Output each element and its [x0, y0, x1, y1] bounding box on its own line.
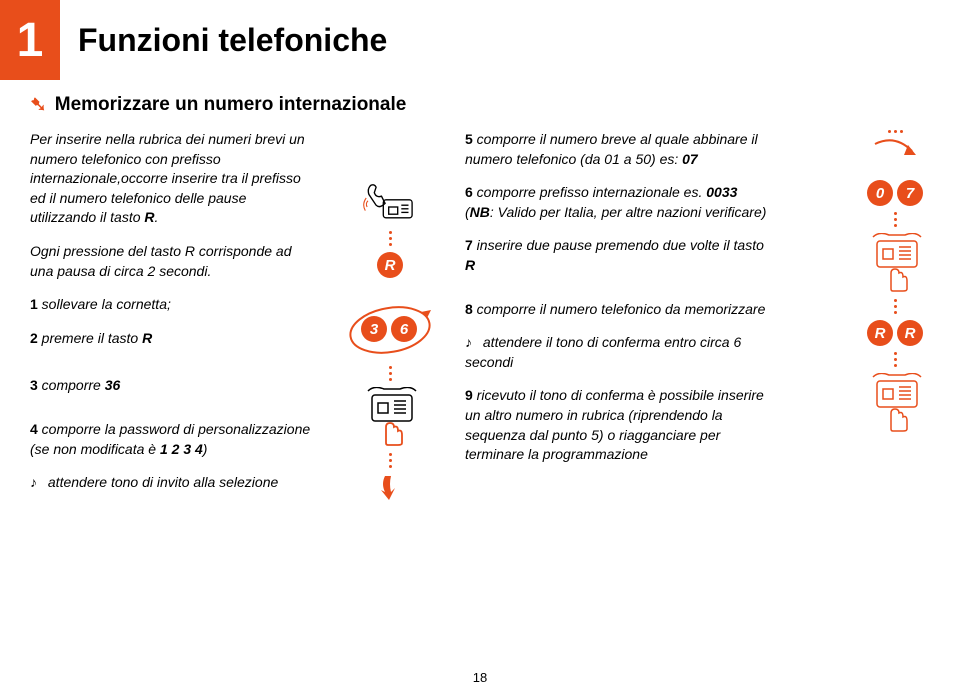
step4-text2: (se non modificata è	[30, 441, 160, 457]
step5-bold: 07	[682, 151, 698, 167]
step8-note-text: attendere il tono di conferma entro circ…	[465, 334, 741, 370]
step4-text3: )	[203, 441, 208, 457]
step3-bold: 36	[105, 377, 121, 393]
dots-icon	[894, 299, 897, 314]
intro1-bold: R	[144, 209, 154, 225]
dots-icon	[389, 453, 392, 468]
step6-num: 6	[465, 184, 473, 200]
key-r-badge: R	[867, 320, 893, 346]
step-6: 6 comporre prefisso internazionale es. 0…	[465, 183, 775, 222]
intro1-end: .	[155, 209, 159, 225]
mid-stack: R 3 6	[335, 180, 445, 507]
step-7: 7 inserire due pause premendo due volte …	[465, 236, 775, 275]
dots-icon	[389, 366, 392, 381]
phone-press-icon	[865, 373, 925, 433]
step-4-note: ♪ attendere tono di invito alla selezion…	[30, 473, 315, 493]
phone-lift-icon	[363, 180, 418, 225]
key-7-badge: 7	[897, 180, 923, 206]
note-icon: ♪	[465, 333, 479, 353]
step4-text: comporre la password di personalizzazion…	[38, 421, 310, 437]
left-column: Per inserire nella rubrica dei numeri br…	[30, 130, 315, 661]
step9-text: ricevuto il tono di conferma è possibile…	[465, 387, 764, 462]
step6-nb: NB	[470, 204, 490, 220]
dots-icon	[888, 130, 903, 133]
key-r-badge: R	[377, 252, 403, 278]
page-title: Funzioni telefoniche	[78, 22, 387, 59]
subtitle: Memorizzare un numero internazionale	[55, 94, 407, 116]
swirl-with-keys: 3 6	[345, 300, 435, 360]
arrow-down-icon	[379, 474, 401, 507]
step5-text: comporre il numero breve al quale abbina…	[465, 131, 758, 167]
arrow-icon: ➷	[30, 92, 47, 117]
dots-icon	[894, 352, 897, 367]
step8-num: 8	[465, 301, 473, 317]
step-2: 2 premere il tasto R	[30, 329, 315, 349]
step4-bold: 1 2 3 4	[160, 441, 203, 457]
intro-paragraph-1: Per inserire nella rubrica dei numeri br…	[30, 130, 315, 228]
page-footer: 18	[473, 670, 487, 685]
step1-num: 1	[30, 296, 38, 312]
key-0-badge: 0	[867, 180, 893, 206]
step2-bold: R	[142, 330, 152, 346]
step5-num: 5	[465, 131, 473, 147]
step6-bold: 0033	[706, 184, 737, 200]
subtitle-row: ➷ Memorizzare un numero internazionale	[30, 92, 406, 117]
step2-num: 2	[30, 330, 38, 346]
step-4: 4 comporre la password di personalizzazi…	[30, 420, 315, 459]
step7-text: inserire due pause premendo due volte il…	[473, 237, 764, 253]
step-8: 8 comporre il numero telefonico da memor…	[465, 300, 775, 320]
step-3: 3 comporre 36	[30, 376, 315, 396]
middle-icons-column: R 3 6	[335, 130, 445, 661]
key-6-badge: 6	[391, 316, 417, 342]
step4-num: 4	[30, 421, 38, 437]
dots-icon	[894, 212, 897, 227]
key-r-badge: R	[897, 320, 923, 346]
step1-text: sollevare la cornetta;	[38, 296, 171, 312]
right-icons-column: 0 7 R R	[795, 130, 925, 661]
content-area: Per inserire nella rubrica dei numeri br…	[30, 130, 930, 661]
dots-icon	[389, 231, 392, 246]
intro1-text: Per inserire nella rubrica dei numeri br…	[30, 131, 305, 225]
key-3-badge: 3	[361, 316, 387, 342]
right-column: 5 comporre il numero breve al quale abbi…	[465, 130, 775, 661]
step-8-note: ♪ attendere il tono di conferma entro ci…	[465, 333, 775, 372]
step6-rest: : Valido per Italia, per altre nazioni v…	[490, 204, 767, 220]
note-icon: ♪	[30, 473, 44, 493]
step6-text: comporre prefisso internazionale es.	[473, 184, 706, 200]
step3-num: 3	[30, 377, 38, 393]
phone-press-icon	[865, 233, 925, 293]
curved-arrow-icon	[870, 139, 920, 174]
step4-note-text: attendere tono di invito alla selezione	[48, 474, 278, 490]
step7-num: 7	[465, 237, 473, 253]
chapter-badge: 1	[0, 0, 60, 80]
step7-bold: R	[465, 257, 475, 273]
step9-num: 9	[465, 387, 473, 403]
step3-text: comporre	[38, 377, 105, 393]
step-5: 5 comporre il numero breve al quale abbi…	[465, 130, 775, 169]
phone-press-icon	[360, 387, 420, 447]
step-1: 1 sollevare la cornetta;	[30, 295, 315, 315]
icons-stack: 0 7 R R	[865, 130, 925, 433]
keys-07: 0 7	[867, 180, 923, 206]
keys-rr: R R	[867, 320, 923, 346]
step8-text: comporre il numero telefonico da memoriz…	[473, 301, 766, 317]
step-9: 9 ricevuto il tono di conferma è possibi…	[465, 386, 775, 464]
intro-paragraph-2: Ogni pressione del tasto R corrisponde a…	[30, 242, 315, 281]
step2-text: premere il tasto	[38, 330, 142, 346]
